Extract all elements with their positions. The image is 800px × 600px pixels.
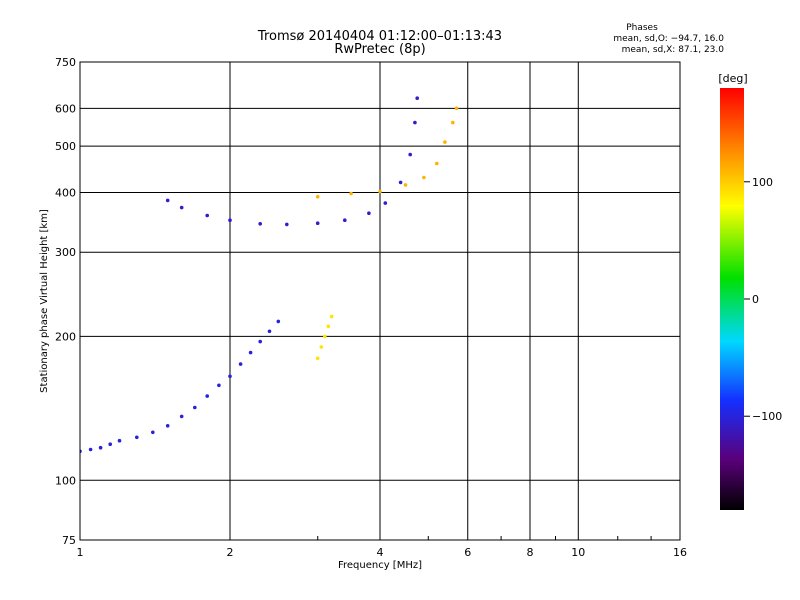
data-point bbox=[117, 438, 122, 443]
data-point bbox=[205, 213, 209, 218]
data-point bbox=[326, 324, 331, 329]
data-point bbox=[323, 334, 327, 339]
data-point bbox=[378, 189, 382, 194]
data-point bbox=[383, 201, 388, 205]
data-point bbox=[258, 222, 263, 226]
stats-title: Phases bbox=[626, 23, 658, 33]
data-point bbox=[367, 211, 371, 215]
data-point bbox=[408, 152, 413, 157]
data-point bbox=[248, 350, 253, 355]
colorbar bbox=[720, 88, 744, 510]
data-point bbox=[319, 345, 324, 349]
data-point bbox=[422, 175, 426, 180]
data-point bbox=[329, 314, 334, 319]
data-point bbox=[205, 394, 209, 398]
data-point bbox=[228, 374, 232, 379]
data-point bbox=[267, 329, 272, 334]
data-point bbox=[315, 356, 320, 361]
data-point bbox=[108, 442, 112, 447]
y-tick-label: 75 bbox=[62, 534, 76, 547]
data-point bbox=[151, 430, 155, 435]
data-point bbox=[179, 414, 184, 419]
data-point bbox=[454, 106, 459, 111]
data-point bbox=[135, 435, 139, 440]
data-point bbox=[228, 218, 232, 222]
x-axis-label: Frequency [MHz] bbox=[338, 560, 422, 571]
y-axis-ticks: 75 100 200 300 400 500 600 750 bbox=[55, 56, 76, 547]
chart-title: Tromsø 20140404 01:12:00–01:13:43 bbox=[257, 29, 502, 44]
data-point bbox=[343, 218, 347, 222]
data-point bbox=[285, 222, 289, 227]
stats-line-o: mean, sd,O: −94.7, 16.0 bbox=[613, 34, 724, 44]
data-point bbox=[276, 319, 281, 324]
colorbar-tick-label: 100 bbox=[752, 176, 773, 189]
data-point bbox=[193, 405, 197, 410]
x-tick-label: 10 bbox=[571, 546, 585, 559]
data-point bbox=[238, 362, 243, 366]
data-point bbox=[165, 198, 170, 203]
y-tick-label: 100 bbox=[55, 474, 76, 487]
data-point bbox=[179, 205, 184, 210]
x-axis-ticks: 1 2 4 6 8 10 16 bbox=[77, 536, 687, 559]
x-tick-label: 16 bbox=[673, 546, 687, 559]
data-point bbox=[415, 96, 420, 100]
y-tick-label: 400 bbox=[55, 186, 76, 199]
data-point bbox=[398, 180, 403, 185]
data-point bbox=[443, 140, 447, 144]
y-tick-label: 500 bbox=[55, 140, 76, 153]
grid-lines bbox=[80, 62, 680, 540]
data-point bbox=[88, 447, 93, 452]
data-point bbox=[451, 120, 455, 125]
data-point bbox=[435, 161, 439, 166]
data-point bbox=[98, 445, 103, 450]
x-tick-label: 1 bbox=[77, 546, 84, 559]
y-tick-label: 750 bbox=[55, 56, 76, 69]
y-axis-label: Stationary phase Virtual Height [km] bbox=[39, 209, 50, 393]
data-point bbox=[217, 383, 221, 388]
colorbar-tick-label: −100 bbox=[752, 410, 782, 423]
data-point bbox=[349, 191, 353, 196]
stats-line-x: mean, sd,X: 87.1, 23.0 bbox=[622, 45, 725, 55]
y-tick-label: 200 bbox=[55, 330, 76, 343]
colorbar-label: [deg] bbox=[718, 72, 747, 85]
data-point bbox=[403, 183, 408, 187]
data-point bbox=[315, 194, 320, 199]
y-tick-label: 300 bbox=[55, 246, 76, 259]
x-tick-label: 2 bbox=[227, 546, 234, 559]
x-tick-label: 8 bbox=[527, 546, 534, 559]
chart-subtitle: RwPretec (8p) bbox=[334, 42, 425, 57]
colorbar-ticks: 100 0 −100 bbox=[744, 176, 782, 423]
data-points bbox=[80, 96, 459, 454]
data-point bbox=[413, 120, 417, 125]
plot-frame bbox=[79, 61, 681, 541]
data-point bbox=[165, 424, 170, 428]
data-point bbox=[315, 221, 320, 225]
y-tick-label: 600 bbox=[55, 102, 76, 115]
x-tick-label: 6 bbox=[464, 546, 471, 559]
colorbar-tick-label: 0 bbox=[752, 293, 759, 306]
x-tick-label: 4 bbox=[377, 546, 384, 559]
data-point bbox=[258, 339, 263, 344]
